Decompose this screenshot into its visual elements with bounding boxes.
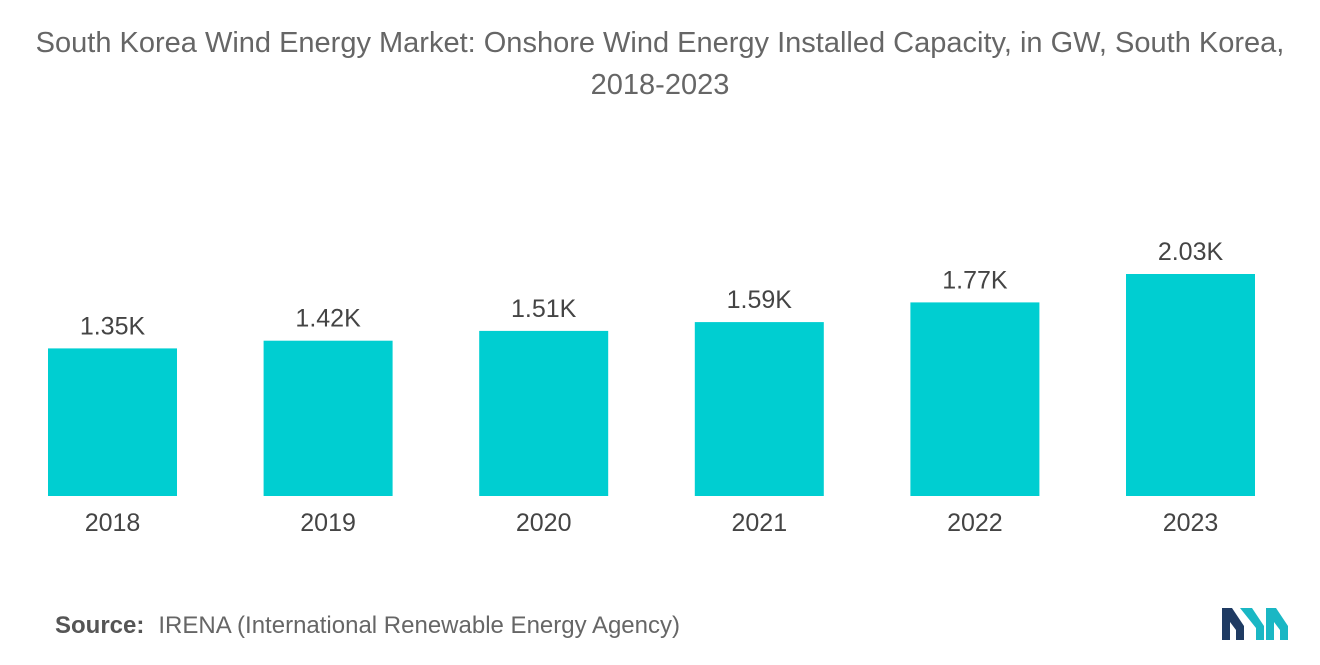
x-axis-ticks: 2018 2019 2020 2021 2022 2023 (85, 509, 1219, 537)
value-label-2018: 1.35K (80, 312, 146, 340)
value-label-2021: 1.59K (727, 286, 793, 314)
value-label-2019: 1.42K (295, 305, 361, 333)
chart-title: South Korea Wind Energy Market: Onshore … (35, 27, 1285, 101)
x-tick-2022: 2022 (947, 509, 1003, 537)
mordor-logo-icon (1222, 608, 1288, 640)
value-labels-layer: 1.35K 1.42K 1.51K 1.59K 1.77K 2.03K (80, 238, 1224, 340)
x-tick-2023: 2023 (1163, 509, 1219, 537)
logo-shape-left (1222, 608, 1244, 640)
bar-2018 (48, 348, 177, 496)
value-label-2020: 1.51K (511, 295, 577, 323)
bar-2023 (1126, 274, 1255, 496)
source-label: Source: (55, 612, 145, 639)
x-tick-2020: 2020 (516, 509, 572, 537)
bar-2021 (694, 322, 824, 496)
bars-layer (48, 274, 1255, 496)
bar-2020 (479, 330, 609, 496)
x-tick-2018: 2018 (85, 509, 141, 537)
value-label-2023: 2.03K (1158, 238, 1224, 266)
x-tick-2019: 2019 (300, 509, 356, 537)
bar-2019 (263, 340, 393, 496)
bar-2022 (910, 302, 1040, 496)
logo-shape-right (1266, 608, 1288, 640)
value-label-2022: 1.77K (942, 266, 1008, 294)
source-text: IRENA (International Renewable Energy Ag… (158, 612, 680, 639)
x-tick-2021: 2021 (731, 509, 787, 537)
source-note: Source: IRENA (International Renewable En… (55, 612, 680, 640)
logo-shape-mid (1240, 608, 1264, 640)
